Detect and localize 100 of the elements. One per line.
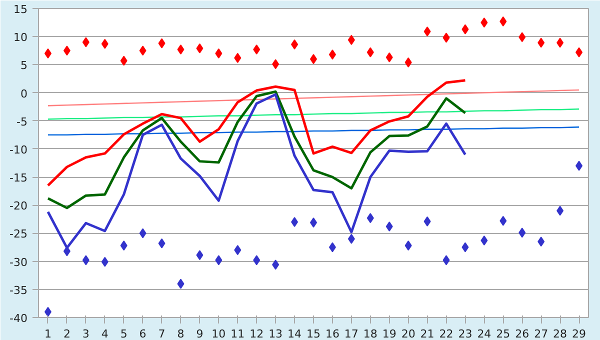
point (366, 213, 374, 224)
point (462, 24, 469, 34)
point (234, 245, 242, 256)
x-tick-label: 28 (553, 328, 568, 340)
point (82, 37, 90, 48)
point (518, 32, 526, 42)
x-tick-label: 29 (572, 328, 586, 340)
point (480, 18, 488, 28)
x-tick-label: 18 (363, 328, 378, 340)
point (424, 216, 431, 226)
x-tick-label: 26 (515, 328, 530, 340)
point (158, 238, 166, 248)
point (291, 216, 298, 227)
x-tick-label: 10 (212, 328, 226, 340)
point (101, 38, 108, 49)
y-tick-label: 10 (14, 31, 28, 44)
point (234, 52, 242, 63)
x-tick-label: 8 (177, 328, 184, 340)
x-tick-label: 3 (82, 328, 90, 340)
y-tick-label: -20 (10, 200, 28, 213)
x-tick-label: 12 (250, 328, 264, 340)
y-tick-label: 0 (20, 87, 28, 100)
y-tick-label: -10 (10, 143, 28, 156)
x-tick-label: 19 (382, 328, 396, 340)
x-tick-label: 22 (439, 328, 454, 340)
point (44, 48, 52, 58)
point (404, 240, 412, 251)
x-tick-label: 2 (63, 328, 70, 340)
point (576, 160, 583, 171)
point (538, 236, 545, 247)
x-tick-label: 7 (158, 328, 166, 340)
y-tick-label: -40 (10, 312, 28, 325)
point (348, 34, 355, 45)
x-tick-label: 24 (477, 328, 492, 340)
x-tick-label: 9 (196, 328, 204, 340)
x-tick-label: 4 (101, 328, 108, 340)
point (538, 38, 545, 48)
point (101, 256, 108, 267)
point (328, 50, 336, 60)
point (253, 255, 260, 266)
x-tick-label: 16 (325, 328, 340, 340)
y-tick-label: -25 (10, 228, 28, 241)
x-tick-label: 6 (139, 328, 146, 340)
point (500, 216, 507, 226)
point (63, 46, 70, 56)
point (480, 236, 488, 246)
x-tick-label: 14 (288, 328, 302, 340)
y-tick-label: 5 (20, 59, 28, 72)
point (556, 38, 564, 48)
point (442, 32, 450, 43)
point (404, 57, 412, 68)
y-tick-label: -30 (10, 256, 28, 269)
point (177, 44, 184, 55)
point (196, 43, 204, 54)
point (386, 52, 393, 62)
line-series (47, 89, 580, 106)
x-tick-label: 1 (44, 328, 52, 340)
point (462, 242, 469, 252)
x-tick-label: 21 (420, 328, 434, 340)
x-tick-label: 15 (306, 328, 320, 340)
point (328, 242, 336, 252)
point (576, 47, 583, 58)
x-tick-label: 13 (268, 328, 283, 340)
point (253, 44, 260, 55)
line-series (46, 90, 466, 210)
point (366, 47, 374, 58)
line-series (47, 126, 580, 136)
point (386, 221, 393, 232)
point (442, 255, 450, 266)
point (158, 38, 166, 48)
y-tick-label: 15 (14, 3, 28, 16)
point (272, 260, 280, 270)
line-series (47, 108, 580, 120)
line-series (46, 79, 466, 187)
x-tick-label: 5 (120, 328, 128, 340)
point (215, 255, 222, 266)
point (291, 39, 298, 50)
y-tick-label: -15 (10, 172, 28, 185)
point (215, 48, 222, 58)
point (196, 250, 204, 260)
point (348, 234, 355, 244)
point (518, 228, 526, 238)
point (120, 56, 128, 66)
point (272, 59, 280, 70)
x-tick-label: 11 (230, 328, 245, 340)
point (44, 306, 52, 317)
x-tick-label: 25 (496, 328, 510, 340)
point (82, 255, 90, 266)
y-tick-label: -35 (10, 284, 28, 297)
x-tick-label: 17 (344, 328, 358, 340)
point (120, 240, 128, 251)
point (139, 46, 146, 56)
x-tick-label: 27 (534, 328, 548, 340)
x-tick-label: 20 (401, 328, 416, 340)
point (500, 16, 507, 26)
point (424, 26, 431, 37)
y-tick-label: -5 (16, 115, 28, 128)
point (177, 278, 184, 289)
x-tick-label: 23 (458, 328, 472, 340)
point (556, 206, 564, 216)
